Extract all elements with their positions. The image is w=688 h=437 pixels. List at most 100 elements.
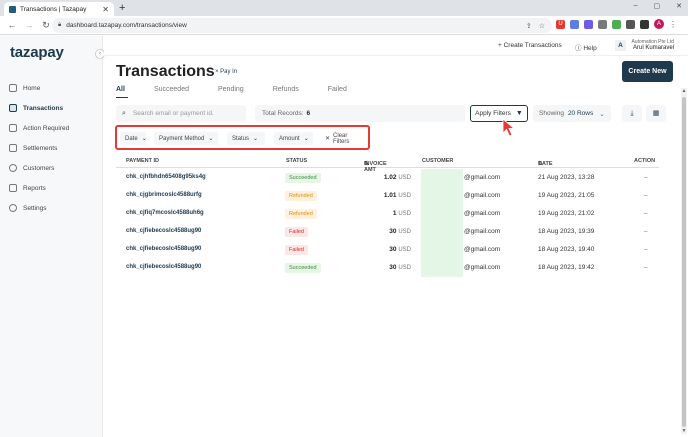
customer-email: @gmail.com <box>464 192 501 199</box>
chevron-down-icon: ⌄ <box>253 136 259 142</box>
tab-pending[interactable]: Pending <box>217 86 244 93</box>
tazapay-favicon-icon <box>9 5 16 13</box>
row-action[interactable]: – <box>644 174 648 181</box>
scroll-up-icon[interactable]: ▲ <box>681 88 687 94</box>
rows-per-page-select[interactable]: Showing 20 Rows ⌄ <box>533 105 611 122</box>
date-filter[interactable]: Date ⌄ <box>120 132 147 145</box>
sidepanel-icon[interactable] <box>640 19 649 29</box>
row-date: 19 Aug 2023, 21:02 <box>538 210 595 217</box>
close-tab-icon[interactable]: ✕ <box>102 4 109 14</box>
chrome-menu-icon[interactable]: ⋮ <box>669 19 677 29</box>
url-text[interactable]: dashboard.tazapay.com/transactions/view <box>66 22 187 29</box>
status-filter[interactable]: Status ⌄ <box>227 132 265 145</box>
tab-succeeded[interactable]: Succeeded <box>153 86 189 93</box>
sidebar-item-label: Reports <box>23 184 46 192</box>
payin-tag[interactable]: × Pay In <box>215 69 238 75</box>
row-action[interactable]: – <box>644 246 648 253</box>
status-tabs: All Succeeded Pending Refunds Failed <box>116 86 376 98</box>
forward-icon[interactable]: → <box>24 20 34 30</box>
download-icon: ⤓ <box>630 110 634 117</box>
share-icon[interactable]: ⇪ <box>525 22 532 30</box>
tazapay-logo[interactable]: tazapay <box>10 44 64 61</box>
customer-redacted <box>421 241 463 259</box>
sidebar-item-action-required[interactable]: Action Required <box>0 118 103 138</box>
customer-email: @gmail.com <box>464 210 501 217</box>
total-records: Total Records: 6 <box>255 105 465 122</box>
table-row[interactable]: chk_cjfiebecoslc4588ug90 Failed 30 USD @… <box>116 223 659 241</box>
row-action[interactable]: – <box>644 264 648 271</box>
invoice-amount: 1.02 USD <box>346 174 411 181</box>
sidebar-item-reports[interactable]: Reports <box>0 178 103 198</box>
customer-redacted <box>421 223 463 241</box>
tab-refunds[interactable]: Refunds <box>272 86 299 93</box>
puzzle-extensions-icon[interactable] <box>626 19 635 29</box>
extension-icon[interactable] <box>598 19 607 29</box>
payment-id-link[interactable]: chk_cjfiebecoslc4588ug90 <box>126 264 202 270</box>
extensions-bar: U A ⋮ <box>556 19 677 29</box>
table-row[interactable]: chk_cjfiebecoslc4588ug90 Succeeded 30 US… <box>116 259 659 277</box>
amount-value: 30 <box>389 228 397 235</box>
minimize-button[interactable]: – <box>633 2 638 9</box>
currency: USD <box>398 229 411 235</box>
payment-id-link[interactable]: chk_cjfiebecoslc4588ug90 <box>126 246 202 252</box>
bookmark-star-icon[interactable]: ☆ <box>538 22 545 30</box>
search-input[interactable]: ⌕ Search email or payment id. <box>116 105 246 122</box>
payment-id-link[interactable]: chk_cjfiebecoslc4588ug90 <box>126 228 202 234</box>
create-transactions-link[interactable]: + Create Transactions <box>498 42 562 49</box>
sidebar-item-settings[interactable]: Settings <box>0 198 103 218</box>
status-filter-label: Status <box>232 135 250 142</box>
extension-icon[interactable] <box>584 19 593 29</box>
payment-id-link[interactable]: chk_cjhfbhdn65408g95ks4g <box>126 174 206 180</box>
amount-filter[interactable]: Amount ⌄ <box>274 132 313 145</box>
back-icon[interactable]: ← <box>7 20 17 30</box>
address-bar[interactable]: 🔒︎ dashboard.tazapay.com/transactions/vi… <box>52 18 552 33</box>
sidebar-item-home[interactable]: Home <box>0 78 103 98</box>
user-avatar[interactable]: A <box>615 40 626 51</box>
payment-id-link[interactable]: chk_cjgbrimcoslc4588urfg <box>126 192 202 198</box>
apply-filters-label: Apply Filters <box>475 110 511 117</box>
table-row[interactable]: chk_cjfiq7mcoslc4588uh6g Refunded 1 USD … <box>116 205 659 223</box>
filters-row: Date ⌄ Payment Method ⌄ Status ⌄ Amount ⌄ ✕ C… <box>115 125 370 150</box>
row-action[interactable]: – <box>644 192 648 199</box>
lock-icon[interactable]: 🔒︎ <box>58 22 62 28</box>
row-date: 19 Aug 2023, 21:05 <box>538 192 595 199</box>
help-link[interactable]: ⓘ Help <box>575 42 597 52</box>
reports-icon <box>9 184 17 192</box>
scroll-down-icon[interactable]: ▼ <box>681 428 687 434</box>
chrome-profile-avatar[interactable]: A <box>654 19 664 29</box>
payment-method-filter[interactable]: Payment Method ⌄ <box>154 132 218 145</box>
user-info[interactable]: Automation Pte Ltd Arul Kumaravel <box>631 39 674 52</box>
row-action[interactable]: – <box>644 210 648 217</box>
browser-tab[interactable]: Transactions | Tazapay ✕ <box>4 2 114 16</box>
scrollbar-thumb[interactable] <box>682 97 686 427</box>
date-filter-label: Date <box>125 135 138 142</box>
reload-icon[interactable]: ↻ <box>42 19 50 30</box>
maximize-button[interactable]: ▢ <box>653 3 661 10</box>
help-icon: ⓘ <box>575 45 584 52</box>
sidebar-item-settlements[interactable]: Settlements <box>0 138 103 158</box>
new-tab-button[interactable]: + <box>119 2 126 14</box>
table-row[interactable]: chk_cjhfbhdn65408g95ks4g Succeeded 1.02 … <box>116 169 659 187</box>
apply-filters-button[interactable]: Apply Filters ▼ <box>470 105 528 122</box>
columns-button[interactable]: ▦ <box>646 105 666 122</box>
sidebar-item-customers[interactable]: Customers <box>0 158 103 178</box>
col-customer: CUSTOMER <box>422 158 454 164</box>
customer-redacted <box>421 187 463 205</box>
create-new-button[interactable]: Create New <box>622 61 673 82</box>
close-window-button[interactable]: ✕ <box>676 3 682 10</box>
extension-icon[interactable] <box>570 19 579 29</box>
payment-id-link[interactable]: chk_cjfiq7mcoslc4588uh6g <box>126 210 204 216</box>
table-row[interactable]: chk_cjgbrimcoslc4588urfg Refunded 1.01 U… <box>116 187 659 205</box>
extension-icon[interactable]: U <box>556 19 565 29</box>
extension-icon[interactable] <box>612 19 621 29</box>
currency: USD <box>398 265 411 271</box>
table-row[interactable]: chk_cjfiebecoslc4588ug90 Failed 30 USD @… <box>116 241 659 259</box>
search-icon: ⌕ <box>122 109 126 117</box>
invoice-amount: 1 USD <box>346 210 411 217</box>
clear-filters-button[interactable]: ✕ Clear Filters <box>320 132 365 145</box>
sidebar-item-transactions[interactable]: Transactions <box>0 98 103 118</box>
row-action[interactable]: – <box>644 228 648 235</box>
tab-all[interactable]: All <box>116 86 125 93</box>
download-button[interactable]: ⤓ <box>622 105 642 122</box>
tab-failed[interactable]: Failed <box>327 86 347 93</box>
